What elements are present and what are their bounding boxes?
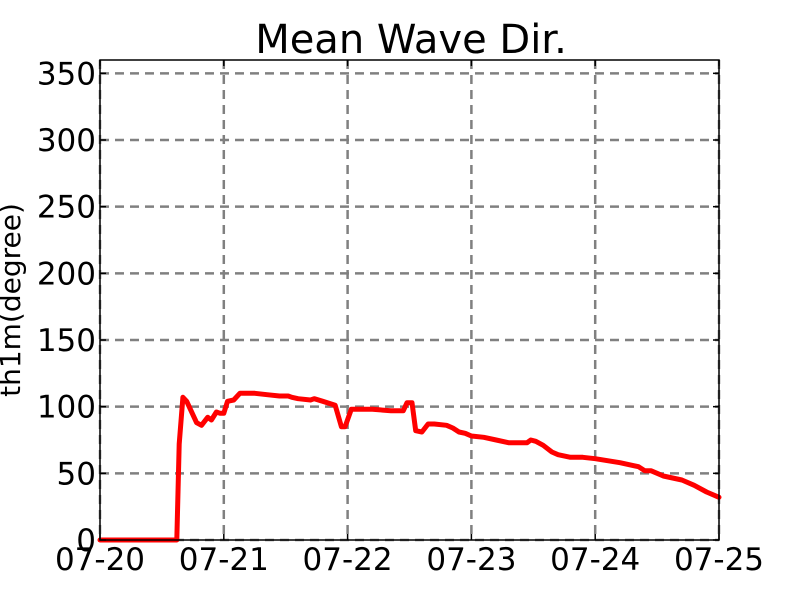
x-tick-label: 07-24 xyxy=(550,542,640,578)
x-tick-label: 07-22 xyxy=(303,542,393,578)
series-layer xyxy=(97,390,722,543)
y-tick-label: 100 xyxy=(37,390,96,426)
y-tick-label: 0 xyxy=(76,523,96,559)
y-tick-label: 50 xyxy=(57,456,96,492)
y-tick-label: 200 xyxy=(37,256,96,292)
plot-frame xyxy=(99,59,720,541)
x-tick-label: 07-23 xyxy=(426,542,516,578)
y-tick-label: 350 xyxy=(37,56,96,92)
y-tick-label: 300 xyxy=(37,123,96,159)
x-tick-label: 07-21 xyxy=(179,542,269,578)
y-tick-label: 150 xyxy=(37,323,96,359)
chart-title: Mean Wave Dir. xyxy=(255,17,567,63)
x-tick-label: 07-25 xyxy=(674,542,764,578)
axes: 07-20 07-21 07-22 07-23 07-24 07-25 0 50 100 150 2… xyxy=(37,56,764,578)
x-tick-label: 07-20 xyxy=(55,542,145,578)
grid xyxy=(98,60,721,542)
y-tick-label: 250 xyxy=(37,190,96,226)
y-axis-label: th1m(degree) xyxy=(0,203,27,397)
series-line xyxy=(97,390,722,543)
